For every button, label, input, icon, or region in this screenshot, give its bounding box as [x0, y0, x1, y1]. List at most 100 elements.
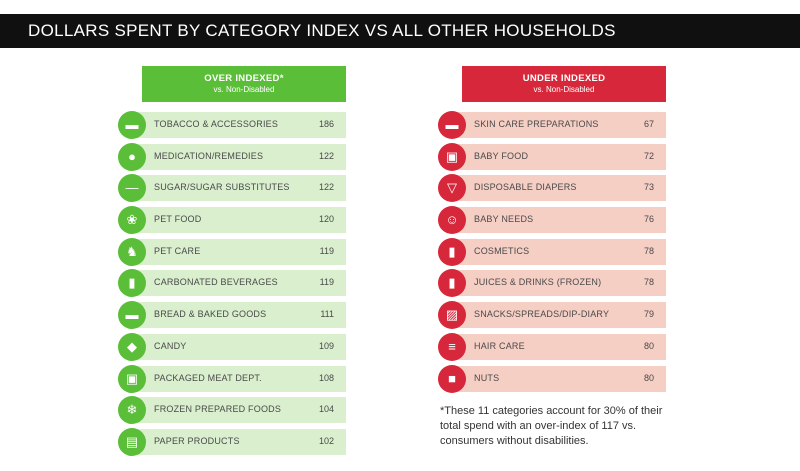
over-indexed-category-label: CARBONATED BEVERAGES	[154, 277, 278, 288]
under-indexed-row-band	[452, 270, 666, 297]
over-indexed-row: ― SUGAR/SUGAR SUBSTITUTES 122	[118, 174, 346, 203]
over-indexed-row: ♞ PET CARE 119	[118, 237, 346, 266]
under-indexed-category-label: HAIR CARE	[474, 340, 525, 351]
over-indexed-index-value: 108	[318, 372, 334, 383]
paper-towel-icon: ▤	[118, 427, 146, 456]
under-indexed-index-value: 72	[643, 150, 654, 161]
under-indexed-row: ▽ DISPOSABLE DIAPERS 73	[438, 174, 666, 203]
over-indexed-list: ▬ TOBACCO & ACCESSORIES 186 ● MEDICATION/REM…	[118, 111, 346, 456]
under-indexed-index-value: 73	[643, 182, 654, 193]
under-indexed-index-value: 76	[643, 214, 654, 225]
under-indexed-index-value: 79	[643, 309, 654, 320]
under-indexed-category-label: BABY NEEDS	[474, 214, 534, 225]
over-indexed-row-band	[132, 270, 346, 297]
dog-icon: ♞	[118, 237, 146, 266]
over-indexed-row-band	[132, 333, 346, 360]
over-indexed-title: OVER INDEXED*	[204, 73, 284, 84]
over-indexed-row: ◆ CANDY 109	[118, 332, 346, 361]
under-indexed-row-band	[452, 207, 666, 234]
under-indexed-row: ▣ BABY FOOD 72	[438, 142, 666, 171]
paw-icon: ❀	[118, 206, 146, 235]
under-indexed-panel: UNDER INDEXED vs. Non-Disabled ▬ SKIN CAR…	[438, 66, 666, 397]
over-indexed-row-band	[132, 302, 346, 329]
under-indexed-index-value: 67	[643, 119, 654, 129]
over-indexed-row: ▬ BREAD & BAKED GOODS 111	[118, 301, 346, 330]
over-indexed-row-band	[132, 143, 346, 170]
under-indexed-header: UNDER INDEXED vs. Non-Disabled	[462, 66, 666, 102]
under-indexed-title: UNDER INDEXED	[522, 73, 606, 84]
under-indexed-category-label: BABY FOOD	[474, 150, 529, 161]
under-indexed-row: ▮ JUICES & DRINKS (FROZEN) 78	[438, 269, 666, 298]
over-indexed-category-label: FROZEN PREPARED FOODS	[154, 404, 282, 415]
under-indexed-category-label: SKIN CARE PREPARATIONS	[474, 119, 599, 129]
under-indexed-row: ▮ COSMETICS 78	[438, 237, 666, 266]
over-indexed-category-label: PET FOOD	[154, 214, 202, 225]
baby-icon: ☺	[438, 206, 466, 235]
under-indexed-row: ▬ SKIN CARE PREPARATIONS 67	[438, 111, 666, 139]
over-indexed-index-value: 186	[318, 119, 334, 129]
over-indexed-index-value: 111	[320, 309, 334, 320]
under-indexed-index-value: 78	[643, 245, 654, 256]
under-indexed-subtitle: vs. Non-Disabled	[533, 85, 595, 94]
title-banner: DOLLARS SPENT BY CATEGORY INDEX VS ALL O…	[0, 14, 800, 48]
over-indexed-index-value: 109	[318, 340, 334, 351]
over-indexed-row: ▣ PACKAGED MEAT DEPT. 108	[118, 364, 346, 393]
over-indexed-index-value: 120	[318, 214, 334, 225]
over-indexed-panel: OVER INDEXED* vs. Non-Disabled ▬ TOBACCO …	[118, 66, 346, 461]
over-indexed-row: ▬ TOBACCO & ACCESSORIES 186	[118, 111, 346, 139]
under-indexed-index-value: 80	[643, 340, 654, 351]
over-indexed-row-band	[132, 428, 346, 455]
over-indexed-index-value: 122	[318, 182, 334, 193]
under-indexed-category-label: JUICES & DRINKS (FROZEN)	[474, 277, 602, 288]
lotion-jar-icon: ▬	[438, 111, 466, 139]
comb-icon: ≡	[438, 332, 466, 361]
under-indexed-category-label: NUTS	[474, 372, 500, 383]
over-indexed-header: OVER INDEXED* vs. Non-Disabled	[142, 66, 346, 102]
under-indexed-index-value: 78	[643, 277, 654, 288]
over-indexed-row-band	[132, 207, 346, 234]
over-indexed-index-value: 102	[318, 435, 334, 446]
over-indexed-index-value: 122	[318, 150, 334, 161]
over-indexed-row: ▮ CARBONATED BEVERAGES 119	[118, 269, 346, 298]
over-indexed-index-value: 104	[318, 404, 334, 415]
under-indexed-row-band	[452, 143, 666, 170]
baby-food-icon: ▣	[438, 142, 466, 171]
under-indexed-row-band	[452, 112, 666, 138]
snack-icon: ▨	[438, 301, 466, 330]
under-indexed-index-value: 80	[643, 372, 654, 383]
under-indexed-row-band	[452, 333, 666, 360]
under-indexed-row-band	[452, 175, 666, 202]
under-indexed-row: ■ NUTS 80	[438, 364, 666, 393]
frozen-food-icon: ❄	[118, 396, 146, 425]
under-indexed-row: ☺ BABY NEEDS 76	[438, 206, 666, 235]
under-indexed-row-band	[452, 365, 666, 392]
meat-package-icon: ▣	[118, 364, 146, 393]
spoon-icon: ―	[118, 174, 146, 203]
over-indexed-row: ❀ PET FOOD 120	[118, 206, 346, 235]
over-indexed-row-band	[132, 112, 346, 138]
over-indexed-row-band	[132, 175, 346, 202]
over-indexed-category-label: SUGAR/SUGAR SUBSTITUTES	[154, 182, 290, 193]
candy-icon: ◆	[118, 332, 146, 361]
page-title: DOLLARS SPENT BY CATEGORY INDEX VS ALL O…	[28, 21, 616, 40]
bread-icon: ▬	[118, 301, 146, 330]
over-indexed-index-value: 119	[319, 245, 334, 256]
over-indexed-row: ● MEDICATION/REMEDIES 122	[118, 142, 346, 171]
over-indexed-category-label: PET CARE	[154, 245, 201, 256]
cigarette-icon: ▬	[118, 111, 146, 139]
over-indexed-index-value: 119	[319, 277, 334, 288]
under-indexed-row-band	[452, 238, 666, 265]
under-indexed-category-label: COSMETICS	[474, 245, 530, 256]
over-indexed-subtitle: vs. Non-Disabled	[213, 85, 275, 94]
over-indexed-category-label: MEDICATION/REMEDIES	[154, 150, 264, 161]
over-indexed-row-band	[132, 365, 346, 392]
lipstick-icon: ▮	[438, 237, 466, 266]
over-indexed-row-band	[132, 238, 346, 265]
under-indexed-category-label: DISPOSABLE DIAPERS	[474, 182, 577, 193]
over-indexed-category-label: PAPER PRODUCTS	[154, 435, 240, 446]
juice-icon: ▮	[438, 269, 466, 298]
can-icon: ▮	[118, 269, 146, 298]
over-indexed-row-band	[132, 397, 346, 424]
over-indexed-category-label: PACKAGED MEAT DEPT.	[154, 372, 262, 383]
footnote: *These 11 categories account for 30% of …	[440, 405, 663, 447]
